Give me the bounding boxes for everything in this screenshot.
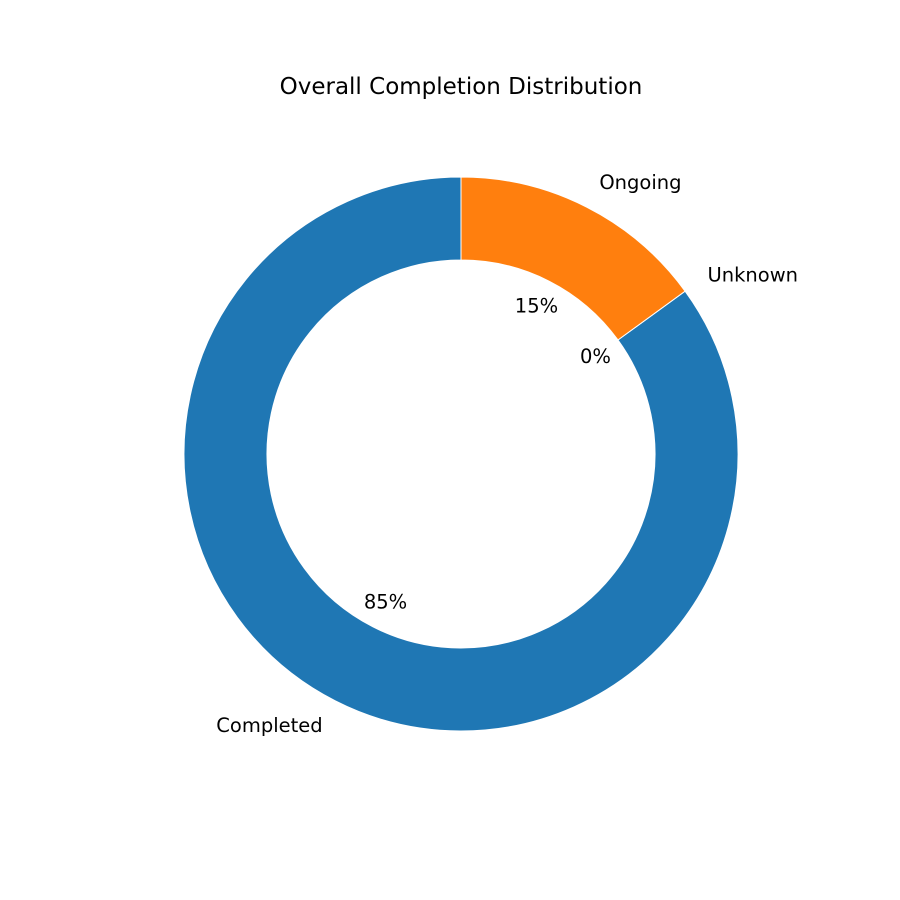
pct-label-ongoing: 15% — [515, 294, 558, 317]
slice-label-unknown: Unknown — [708, 263, 799, 286]
slice-label-completed: Completed — [216, 714, 322, 737]
pct-label-unknown: 0% — [580, 345, 611, 368]
slice-ongoing — [460, 176, 686, 341]
slice-completed — [183, 176, 739, 732]
pct-label-completed: 85% — [364, 591, 407, 614]
labels-layer: Completed 85% Unknown 0% Ongoing 15% — [216, 171, 798, 737]
chart-title: Overall Completion Distribution — [280, 74, 643, 100]
slice-label-ongoing: Ongoing — [599, 171, 681, 194]
slices-layer — [183, 176, 739, 732]
